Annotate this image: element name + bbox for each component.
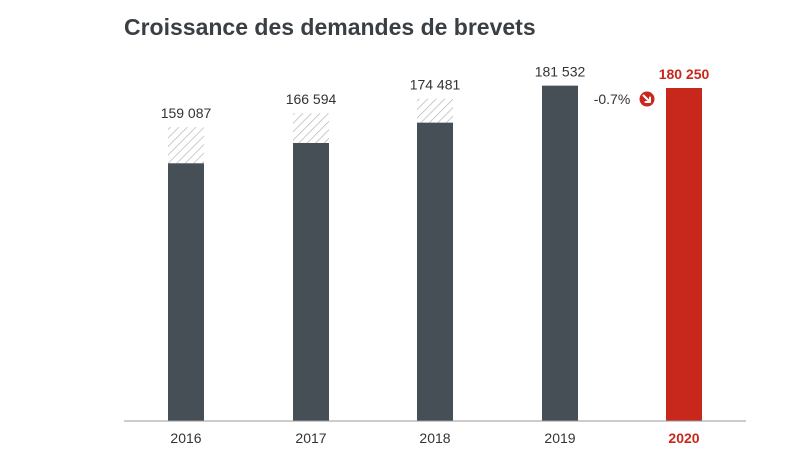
value-label-2020: 180 250 [659, 66, 710, 82]
value-label-2018: 174 481 [410, 77, 461, 93]
bars-layer [168, 85, 702, 422]
bar-hatch-2016 [168, 127, 204, 164]
bar-2017 [293, 142, 329, 421]
category-label-2019: 2019 [544, 430, 575, 446]
bar-2018 [417, 122, 453, 422]
value-label-2017: 166 594 [286, 91, 337, 107]
category-label-2017: 2017 [295, 430, 326, 446]
down-right-arrow-icon [639, 91, 655, 107]
value-label-2019: 181 532 [535, 64, 586, 80]
category-label-2016: 2016 [170, 430, 201, 446]
bar-2016 [168, 163, 204, 421]
category-label-2018: 2018 [419, 430, 450, 446]
change-label: -0.7% [594, 91, 631, 107]
labels-layer: 159 087 2016 166 594 2017 174 481 2018 181 532… [161, 64, 710, 446]
chart-title: Croissance des demandes de brevets [124, 14, 536, 40]
bar-2020 [666, 88, 702, 421]
bar-2019 [542, 85, 578, 421]
value-label-2016: 159 087 [161, 105, 212, 121]
category-label-2020: 2020 [668, 430, 699, 446]
bar-hatch-2017 [293, 113, 329, 143]
bar-hatch-2018 [417, 98, 453, 123]
